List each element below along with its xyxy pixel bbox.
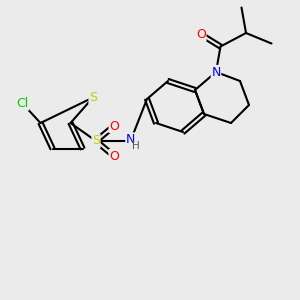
Text: O: O [196,28,206,41]
Text: H: H [132,140,140,151]
Text: Cl: Cl [16,97,28,110]
Text: O: O [109,149,119,163]
Text: N: N [126,133,135,146]
Text: S: S [92,134,100,148]
Text: O: O [109,119,119,133]
Text: S: S [89,91,97,104]
Text: N: N [211,65,221,79]
